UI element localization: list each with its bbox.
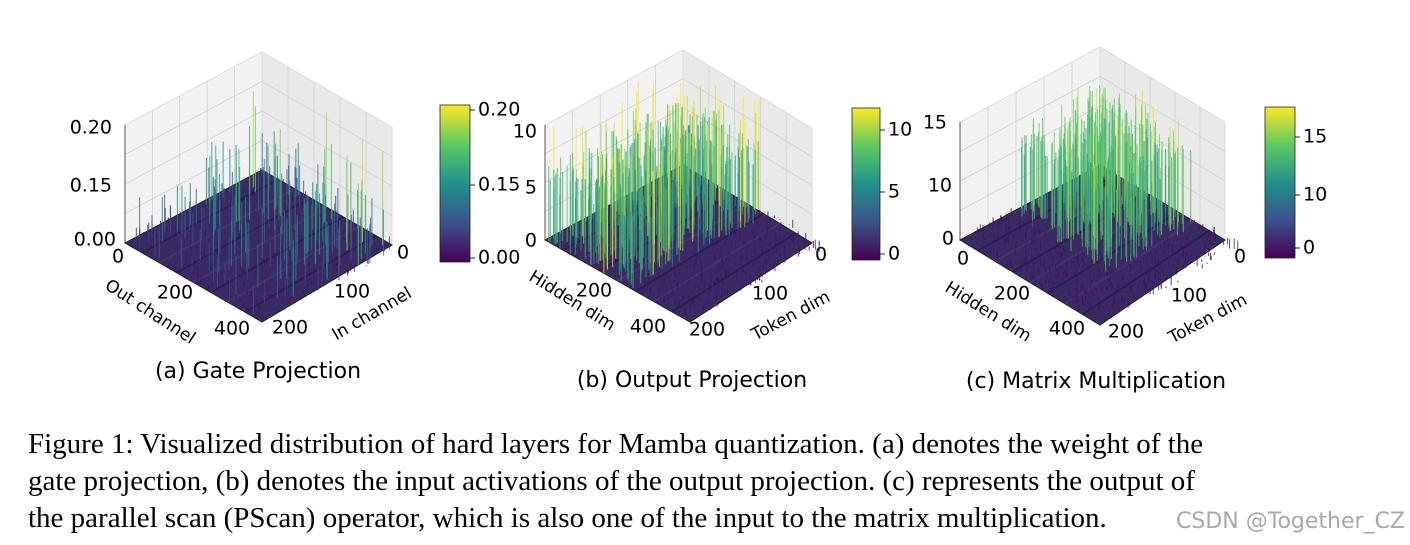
pane-grid <box>544 78 813 158</box>
colorbar-tick-label: 0 <box>1303 237 1315 259</box>
colorbar-tick-label: 15 <box>1303 126 1327 148</box>
colorbar <box>439 104 471 263</box>
colorbar-tick-label: 0.15 <box>478 174 520 196</box>
colorbar-tick-label: 5 <box>888 181 900 203</box>
subplot-caption: (c) Matrix Multiplication <box>966 369 1226 394</box>
z-tick-label: 0.00 <box>74 229 116 251</box>
z-tick-label: 5 <box>525 177 537 199</box>
subplot-caption: (a) Gate Projection <box>155 359 361 384</box>
pane-grid <box>959 76 1226 152</box>
z-tick-label: 10 <box>928 175 952 197</box>
x-tick-label: 400 <box>1049 318 1085 340</box>
x-tick-label: 400 <box>630 316 666 338</box>
z-tick-label: 0.20 <box>70 117 112 139</box>
y-tick-label: 200 <box>272 317 308 339</box>
floor-stripe <box>635 212 765 293</box>
x-tick-label: 200 <box>157 282 193 304</box>
caption-line: Figure 1: Visualized distribution of har… <box>28 428 1203 460</box>
z-tick-label: 10 <box>513 121 537 143</box>
caption-line: gate projection, (b) denotes the input a… <box>28 465 1195 497</box>
x-tick-label: 0 <box>112 246 124 268</box>
y-tick-label: 0 <box>397 242 409 264</box>
z-tick-label: 0 <box>942 228 954 250</box>
floor-stripe <box>653 222 781 303</box>
subplot-caption: (b) Output Projection <box>577 368 807 393</box>
colorbar-tick-label: 0 <box>888 243 900 265</box>
colorbar <box>851 107 881 261</box>
colorbar-tick-label: 0.20 <box>478 99 520 121</box>
y-tick-label: 100 <box>334 281 370 303</box>
floor-stripe <box>1081 229 1210 316</box>
z-tick-label: 15 <box>923 112 947 134</box>
z-tick-label: 0.15 <box>70 175 112 197</box>
colorbar-tick-label: 10 <box>888 119 912 141</box>
pane-grid <box>124 81 393 157</box>
y-tick-label: 200 <box>689 319 725 341</box>
floor-stripe <box>210 216 344 294</box>
colorbar-tick-label: 0.00 <box>478 247 520 269</box>
floor-stripe <box>1046 211 1179 294</box>
y-tick-label: 200 <box>1108 321 1144 343</box>
y-tick-label: 0 <box>1234 246 1246 268</box>
caption-line: the parallel scan (PScan) operator, whic… <box>28 502 1107 534</box>
colorbar <box>1264 106 1296 259</box>
y-tick-label: 0 <box>815 244 827 266</box>
x-tick-label: 200 <box>994 283 1030 305</box>
colorbar-tick-label: 10 <box>1303 184 1327 206</box>
pane-grid <box>124 110 393 187</box>
y-tick-label: 100 <box>1171 285 1207 307</box>
watermark: CSDN @Together_CZ <box>1176 509 1405 534</box>
figure-caption: Figure 1: Visualized distribution of har… <box>28 428 1405 534</box>
floor-stripe <box>244 234 377 313</box>
z-tick-label: 0 <box>525 230 537 252</box>
y-tick-label: 100 <box>752 283 788 305</box>
floor-stripe <box>671 232 797 313</box>
floor-stripe <box>175 197 312 274</box>
x-tick-label: 200 <box>576 280 612 302</box>
x-tick-label: 400 <box>214 318 250 340</box>
x-tick-label: 0 <box>957 248 969 270</box>
pane-grid <box>544 107 813 186</box>
